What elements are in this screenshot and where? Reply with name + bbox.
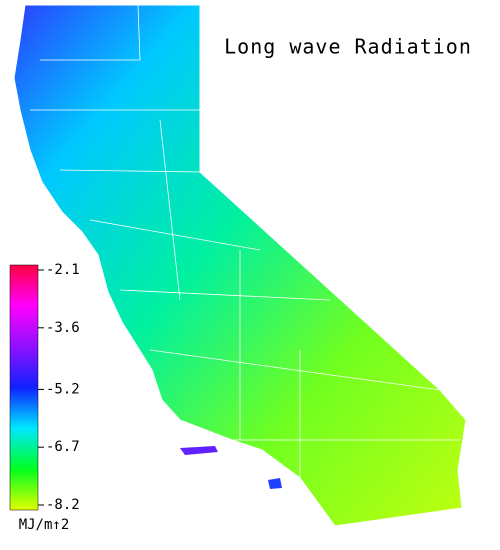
map-title: Long wave Radiation [224, 35, 472, 59]
colorbar [9, 264, 39, 511]
county-lines [30, 4, 460, 478]
island [268, 478, 282, 489]
colorbar-tick-label: -3.6 [46, 320, 80, 336]
colorbar-tick-label: -2.1 [46, 262, 80, 278]
colorbar-unit: MJ/m↑2 [19, 517, 70, 533]
colorbar-tick-label: -6.7 [46, 439, 80, 455]
colorbar-tick-label: -8.2 [46, 497, 80, 513]
colorbar-tick-label: -5.2 [46, 381, 80, 397]
island [180, 446, 218, 455]
